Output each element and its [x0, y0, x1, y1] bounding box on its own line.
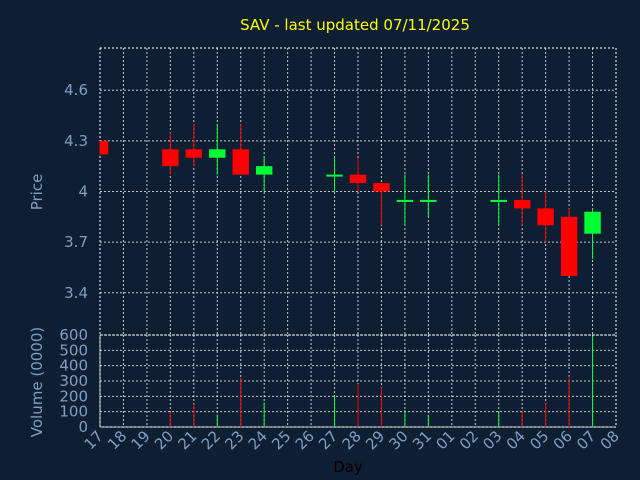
candle-body: [209, 149, 226, 158]
price-panel: 3.4 3.7 4 4.3 4.6: [64, 47, 617, 336]
x-tick-label: 26: [292, 427, 318, 453]
candlestick: [373, 183, 390, 226]
candle-body: [100, 140, 109, 155]
candlestick: [349, 157, 367, 192]
x-tick-label: 31: [409, 427, 435, 453]
candlestick: [185, 123, 203, 167]
x-axis: 1718192021222324252627282930310102030405…: [81, 427, 623, 453]
volume-tick-label: 600: [59, 326, 88, 344]
candle-body: [537, 208, 554, 226]
candle-body: [560, 216, 578, 276]
candle-body: [349, 174, 367, 184]
volume-axis-label: Volume (0000): [28, 327, 46, 437]
x-tick-label: 23: [221, 427, 247, 453]
candle-body: [232, 149, 249, 175]
candle-body: [396, 199, 414, 202]
candlestick: [99, 140, 109, 155]
candle-body: [490, 199, 507, 202]
x-tick-label: 07: [573, 427, 599, 453]
price-tick-label: 3.7: [64, 233, 88, 251]
candle-body: [326, 174, 343, 177]
candlestick: [162, 132, 179, 175]
candlestick: [396, 174, 414, 226]
candlestick: [490, 174, 507, 226]
candle-body: [255, 166, 273, 175]
x-tick-label: 19: [128, 427, 154, 453]
candle-body: [162, 149, 179, 167]
candlestick: [560, 208, 578, 276]
x-tick-label: 04: [503, 427, 529, 453]
x-tick-label: 24: [245, 427, 271, 453]
x-tick-label: 06: [550, 427, 576, 453]
candle-body: [185, 149, 203, 158]
candle-body: [513, 199, 531, 209]
candlestick: [326, 157, 343, 192]
volume-tick-label: 100: [59, 403, 88, 421]
x-tick-label: 21: [174, 427, 200, 453]
price-tick-label: 4: [78, 183, 88, 201]
price-axis-label: Price: [28, 174, 46, 211]
price-tick-label: 3.4: [64, 284, 88, 302]
x-tick-label: 05: [526, 427, 552, 453]
price-tick-label: 4.3: [64, 132, 88, 150]
x-tick-label: 08: [597, 427, 623, 453]
x-tick-label: 28: [339, 427, 365, 453]
x-tick-label: 22: [198, 427, 224, 453]
candle-body: [373, 183, 390, 192]
candlestick: [232, 123, 249, 175]
candlestick: [420, 174, 437, 217]
candle-body: [584, 211, 601, 234]
price-tick-label: 4.6: [64, 81, 88, 99]
volume-tick-label: 400: [59, 357, 88, 375]
volume-tick-label: 500: [59, 341, 88, 359]
candlestick: [584, 208, 601, 260]
x-tick-label: 25: [268, 427, 294, 453]
x-tick-label: 01: [432, 427, 458, 453]
volume-tick-label: 200: [59, 387, 88, 405]
candlestick: [255, 157, 273, 192]
x-tick-label: 29: [362, 427, 388, 453]
x-axis-label: Day: [333, 458, 363, 476]
x-tick-label: 18: [104, 427, 130, 453]
chart-title: SAV - last updated 07/11/2025: [240, 16, 470, 34]
candlestick: [513, 174, 531, 226]
x-tick-label: 03: [479, 427, 505, 453]
candle-body: [420, 199, 437, 202]
candlestick: [537, 191, 554, 243]
x-tick-label: 20: [151, 427, 177, 453]
x-tick-label: 27: [315, 427, 341, 453]
volume-tick-label: 0: [78, 418, 88, 436]
candlestick: [209, 123, 226, 175]
volume-tick-label: 300: [59, 372, 88, 390]
x-tick-label: 30: [386, 427, 412, 453]
x-tick-label: 02: [456, 427, 482, 453]
